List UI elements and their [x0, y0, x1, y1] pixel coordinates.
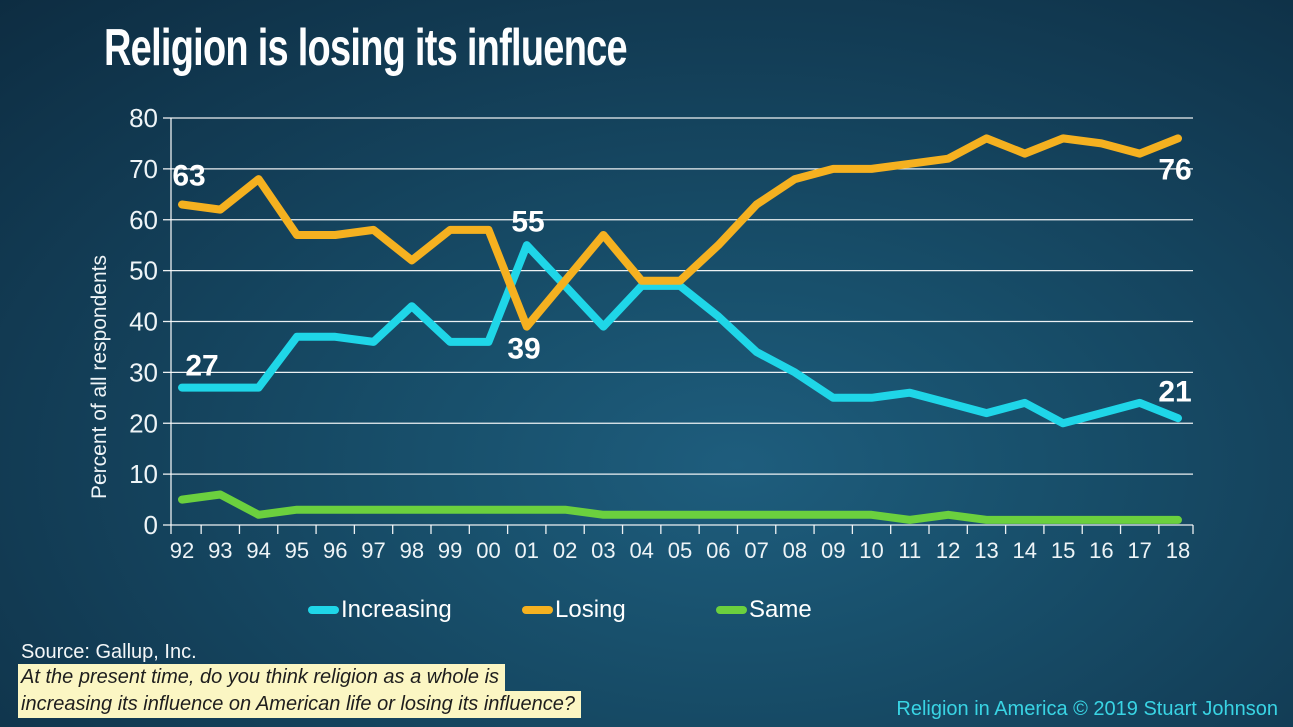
x-tick-label: 17	[1127, 538, 1151, 563]
y-tick-label: 60	[129, 205, 158, 235]
legend-item-losing: Losing	[522, 596, 626, 623]
x-tick-label: 94	[246, 538, 270, 563]
data-label-increasing-18: 21	[1158, 376, 1191, 409]
legend-item-same: Same	[716, 596, 812, 623]
x-tick-label: 96	[323, 538, 347, 563]
y-tick-label: 40	[129, 307, 158, 337]
x-tick-label: 09	[821, 538, 845, 563]
y-tick-label: 0	[144, 510, 158, 540]
x-tick-label: 11	[898, 538, 921, 563]
survey-question: At the present time, do you think religi…	[18, 664, 581, 718]
x-tick-label: 03	[591, 538, 615, 563]
x-tick-label: 98	[400, 538, 424, 563]
x-tick-label: 18	[1166, 538, 1190, 563]
legend-label-increasing: Increasing	[341, 596, 452, 623]
legend-label-losing: Losing	[555, 596, 626, 623]
x-tick-label: 16	[1089, 538, 1113, 563]
x-tick-label: 05	[668, 538, 692, 563]
credit-text: Religion in America © 2019 Stuart Johnso…	[896, 698, 1278, 720]
data-label-losing-92: 63	[172, 160, 205, 193]
x-tick-label: 07	[744, 538, 768, 563]
x-tick-label: 10	[859, 538, 883, 563]
data-label-increasing-01: 55	[511, 206, 544, 239]
x-tick-label: 97	[361, 538, 385, 563]
y-tick-label: 10	[129, 459, 158, 489]
page-title: Religion is losing its influence	[104, 19, 628, 77]
x-tick-label: 93	[208, 538, 232, 563]
legend-item-increasing: Increasing	[308, 596, 452, 623]
series-line-losing	[178, 134, 1182, 331]
x-tick-label: 08	[783, 538, 807, 563]
data-label-increasing-92: 27	[185, 350, 218, 383]
increasing-swatch-icon	[308, 606, 339, 614]
source-note: Source: Gallup, Inc.	[21, 641, 197, 663]
survey-question-line-1: At the present time, do you think religi…	[18, 664, 506, 691]
x-tick-label: 02	[553, 538, 577, 563]
same-swatch-icon	[716, 606, 747, 614]
x-tick-label: 95	[285, 538, 309, 563]
x-tick-label: 04	[629, 538, 653, 563]
y-tick-label: 50	[129, 256, 158, 286]
y-tick-label: 80	[129, 103, 158, 133]
series-line-same	[178, 490, 1182, 524]
x-tick-label: 99	[438, 538, 462, 563]
losing-swatch-icon	[522, 606, 553, 614]
x-tick-label: 06	[706, 538, 730, 563]
data-label-losing-18: 76	[1158, 154, 1191, 187]
survey-question-line-2: increasing its influence on American lif…	[18, 691, 581, 718]
x-tick-label: 01	[515, 538, 539, 563]
legend-label-same: Same	[749, 596, 812, 623]
x-tick-label: 14	[1013, 538, 1037, 563]
x-tick-label: 92	[170, 538, 194, 563]
data-label-losing-01: 39	[507, 333, 540, 366]
y-tick-label: 20	[129, 408, 158, 438]
y-tick-label: 70	[129, 154, 158, 184]
x-tick-label: 00	[476, 538, 500, 563]
x-tick-label: 13	[974, 538, 998, 563]
y-tick-label: 30	[129, 357, 158, 387]
series-line-increasing	[178, 241, 1182, 428]
x-tick-label: 15	[1051, 538, 1075, 563]
x-tick-label: 12	[936, 538, 960, 563]
